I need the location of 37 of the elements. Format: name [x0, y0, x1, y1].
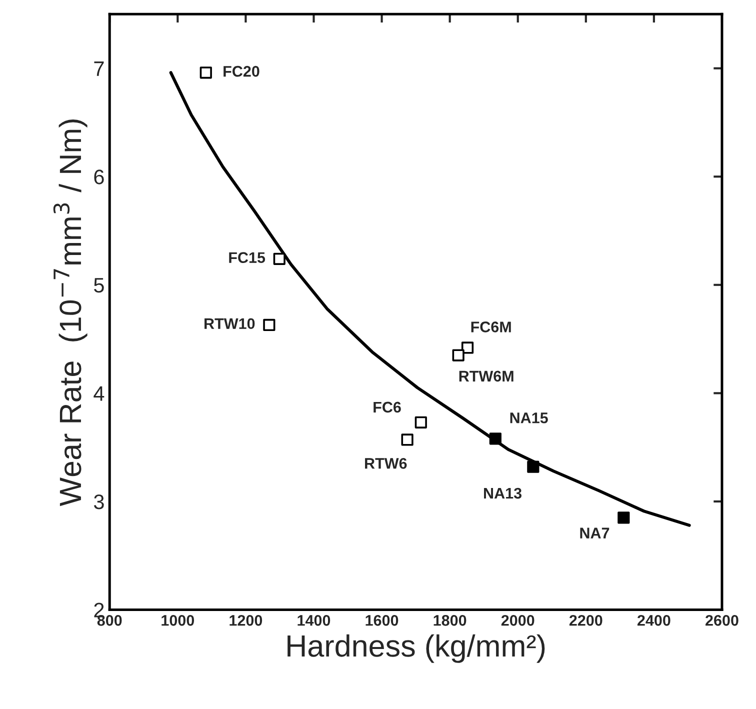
x-tick-label: 1000: [162, 615, 194, 626]
point: [452, 349, 464, 362]
annotation: FC20: [224, 66, 260, 77]
annotation: FC6: [374, 402, 401, 413]
y-axis-title: Wear Rate (10$^{−7}$mm$^{3}$ / Nm): [53, 120, 88, 506]
y-tick-label: 7: [94, 62, 104, 76]
annotation: RTW6M: [459, 370, 514, 382]
x-tick-label: 2000: [501, 615, 534, 626]
x-tick-label: 1200: [230, 615, 262, 626]
point: [414, 416, 427, 428]
y-tick-label: 5: [94, 278, 104, 293]
annotation: FC6M: [471, 322, 511, 332]
x-tick-label: 800: [97, 615, 122, 626]
x-tick-label: 2600: [706, 615, 738, 626]
point: [200, 66, 212, 79]
point: [527, 460, 540, 473]
y-tick-label: 3: [94, 494, 104, 510]
annotation: RTW10: [204, 318, 255, 330]
point: [401, 434, 414, 446]
annotation: NA7: [580, 528, 610, 538]
annotation: NA13: [484, 488, 522, 499]
point: [618, 512, 630, 524]
x-tick-label: 1800: [434, 615, 466, 626]
x-tick-label: 2200: [569, 615, 602, 626]
x-tick-label: 2400: [637, 615, 670, 626]
annotation: RTW6: [365, 458, 407, 469]
annotation: NA15: [510, 412, 548, 424]
y-tick-label: 6: [94, 170, 104, 184]
point: [273, 252, 286, 265]
x-axis-title: Hardness (kg/mm²): [288, 634, 545, 663]
point: [263, 318, 276, 332]
x-tick-label: 1400: [298, 615, 330, 626]
point: [461, 342, 474, 354]
y-tick-label: 4: [94, 386, 104, 401]
annotation: FC15: [229, 252, 266, 263]
point: [489, 432, 502, 445]
x-tick-label: 1600: [366, 615, 398, 626]
